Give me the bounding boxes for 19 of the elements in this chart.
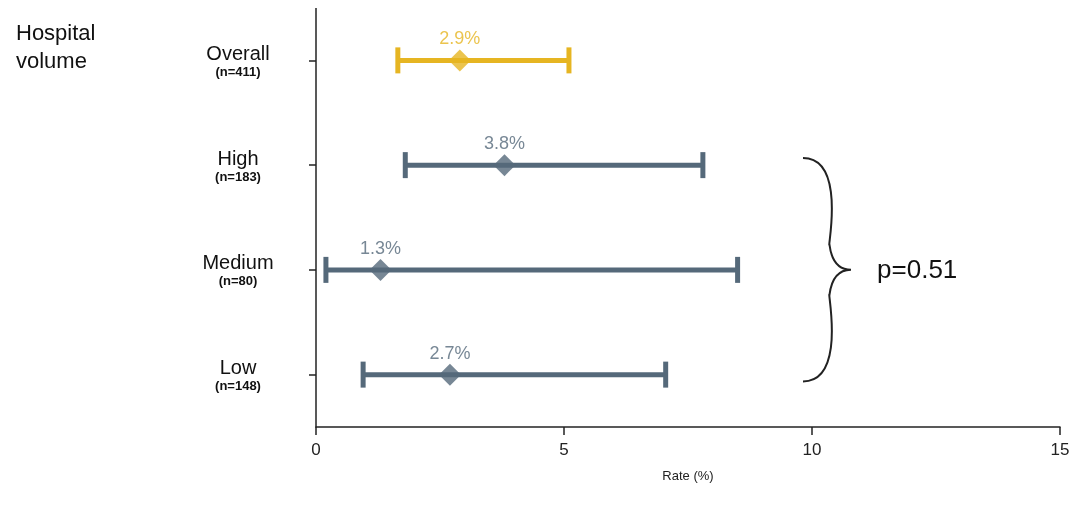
y-tick-label: High (n=183)	[215, 146, 261, 184]
data-label: 1.3%	[359, 237, 401, 258]
data-label: 2.9%	[439, 28, 481, 49]
point	[438, 363, 461, 386]
x-axis-title: Rate (%)	[662, 468, 714, 483]
annotation: p=0.51	[877, 253, 958, 284]
data-label: 3.8%	[483, 133, 525, 154]
y-tick-label: Low (n=148)	[215, 356, 261, 394]
x-tick-label: 15	[1050, 440, 1070, 459]
y-tick-label: Medium (n=80)	[202, 251, 274, 289]
x-tick-label: 0	[311, 440, 321, 459]
point	[448, 49, 471, 72]
point	[493, 154, 516, 177]
y-axis-title: Hospital volume	[16, 19, 102, 73]
x-tick-label: 5	[559, 440, 569, 459]
x-tick-label: 10	[802, 440, 822, 459]
data-label: 2.7%	[429, 342, 471, 363]
point	[369, 258, 392, 281]
y-tick-label: Overall (n=411)	[206, 41, 270, 79]
